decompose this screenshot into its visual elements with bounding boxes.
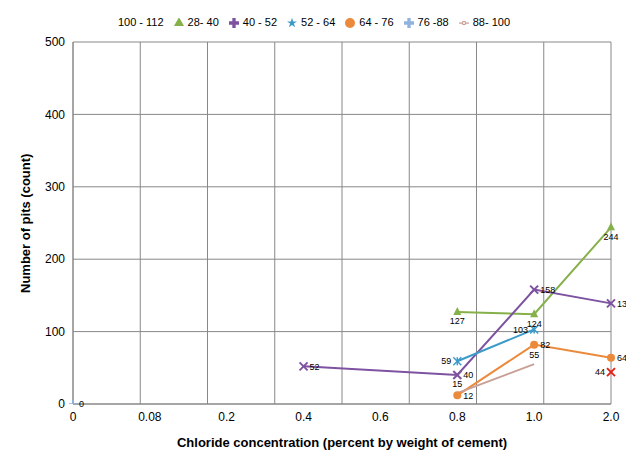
svg-text:200: 200 bbox=[45, 252, 65, 266]
svg-text:100: 100 bbox=[45, 325, 65, 339]
svg-text:82: 82 bbox=[540, 340, 550, 350]
svg-text:124: 124 bbox=[527, 319, 542, 329]
svg-text:55: 55 bbox=[529, 350, 539, 360]
svg-text:1.0: 1.0 bbox=[526, 410, 543, 424]
svg-text:0.6: 0.6 bbox=[372, 410, 389, 424]
svg-text:500: 500 bbox=[45, 35, 65, 49]
svg-text:139: 139 bbox=[617, 299, 626, 309]
html-text:40 - 52: 40 - 52 bbox=[242, 16, 277, 28]
svg-text:15: 15 bbox=[452, 379, 462, 389]
html-text:76 -88: 76 -88 bbox=[417, 16, 449, 28]
svg-text:59: 59 bbox=[441, 356, 451, 366]
svg-text:0: 0 bbox=[70, 410, 77, 424]
svg-text:400: 400 bbox=[45, 108, 65, 122]
svg-text:64: 64 bbox=[617, 353, 626, 363]
svg-text:Chloride concentration (percen: Chloride concentration (percent by weigh… bbox=[177, 435, 507, 450]
html-text:64 - 76: 64 - 76 bbox=[359, 16, 394, 28]
svg-text:0.08: 0.08 bbox=[138, 410, 162, 424]
svg-text:0: 0 bbox=[58, 397, 65, 411]
html-text:52 - 64: 52 - 64 bbox=[301, 16, 336, 28]
svg-text:158: 158 bbox=[540, 285, 555, 295]
svg-text:12: 12 bbox=[463, 391, 473, 401]
svg-text:0.4: 0.4 bbox=[295, 410, 312, 424]
svg-text:40: 40 bbox=[463, 370, 473, 380]
html-text:88- 100: 88- 100 bbox=[472, 16, 511, 28]
html-text:28- 40: 28- 40 bbox=[187, 16, 219, 28]
svg-text:44: 44 bbox=[595, 367, 605, 377]
svg-text:Number of pits (count): Number of pits (count) bbox=[18, 154, 33, 293]
svg-text:103: 103 bbox=[513, 325, 528, 335]
svg-text:0: 0 bbox=[79, 399, 84, 409]
html-text:100 - 112: 100 - 112 bbox=[117, 16, 164, 28]
svg-text:244: 244 bbox=[603, 232, 618, 242]
svg-text:0.8: 0.8 bbox=[449, 410, 466, 424]
svg-text:52: 52 bbox=[310, 362, 320, 372]
svg-text:0.2: 0.2 bbox=[218, 410, 235, 424]
svg-text:2.0: 2.0 bbox=[603, 410, 620, 424]
svg-text:127: 127 bbox=[450, 316, 465, 326]
svg-text:300: 300 bbox=[45, 180, 65, 194]
